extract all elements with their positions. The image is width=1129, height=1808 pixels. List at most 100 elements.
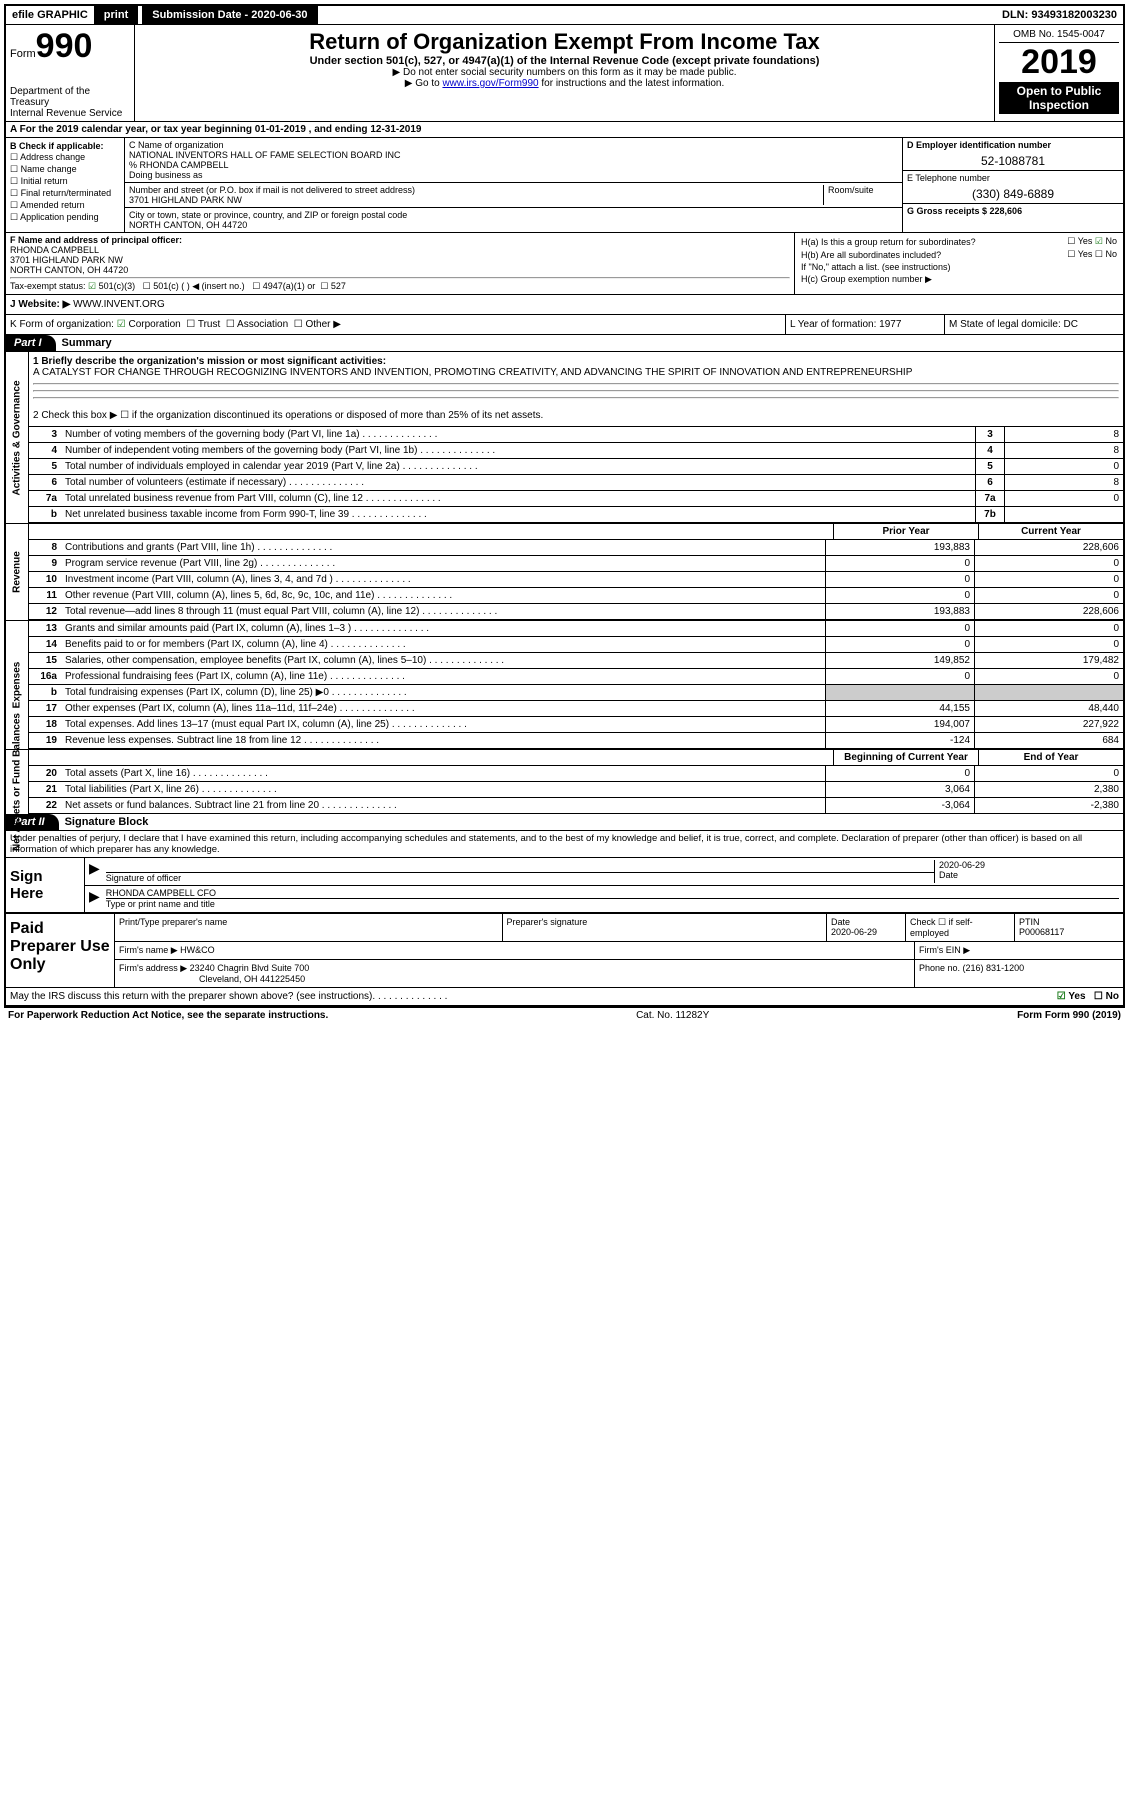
open-to-public: Open to Public Inspection xyxy=(999,82,1119,114)
line1: 1 Briefly describe the organization's mi… xyxy=(29,352,1123,408)
row-box: 7a xyxy=(975,491,1004,506)
row-klm: K Form of organization: Corporation Trus… xyxy=(6,315,1123,335)
firm-addr2: Cleveland, OH 441225450 xyxy=(119,974,305,984)
chk-501c3[interactable]: 501(c)(3) xyxy=(88,281,135,291)
part2-header: Part II Signature Block xyxy=(6,814,1123,831)
fin-row: 12 Total revenue—add lines 8 through 11 … xyxy=(29,604,1123,620)
chk-name-change[interactable]: Name change xyxy=(10,164,120,175)
row-prior: 194,007 xyxy=(825,717,974,732)
chk-amended-return[interactable]: Amended return xyxy=(10,200,120,211)
discuss-label: May the IRS discuss this return with the… xyxy=(10,991,372,1002)
chk-527[interactable]: 527 xyxy=(320,281,346,291)
tab-exp-label: Expenses xyxy=(12,662,23,709)
bottom-line: For Paperwork Reduction Act Notice, see … xyxy=(4,1008,1125,1023)
p-sig-label: Preparer's signature xyxy=(507,917,822,927)
col-h: H(a) Is this a group return for subordin… xyxy=(795,233,1123,294)
print-button[interactable]: print xyxy=(94,6,138,24)
row-num: 20 xyxy=(29,766,61,781)
row-prior: -124 xyxy=(825,733,974,748)
row-num: 17 xyxy=(29,701,61,716)
row-prior: 0 xyxy=(825,637,974,652)
row-desc: Contributions and grants (Part VIII, lin… xyxy=(61,540,825,555)
hb-no[interactable]: No xyxy=(1095,249,1117,259)
hb-note: If "No," attach a list. (see instruction… xyxy=(799,261,1119,273)
chk-address-change[interactable]: Address change xyxy=(10,152,120,163)
row-num: 15 xyxy=(29,653,61,668)
c-name: NATIONAL INVENTORS HALL OF FAME SELECTIO… xyxy=(129,150,898,160)
form-container: efile GRAPHIC print Submission Date - 20… xyxy=(4,4,1125,1008)
chk-corporation[interactable]: Corporation xyxy=(117,319,181,330)
sig-note: Under penalties of perjury, I declare th… xyxy=(6,831,1123,858)
form-subtitle: Under section 501(c), 527, or 4947(a)(1)… xyxy=(139,55,990,67)
i-label: Tax-exempt status: xyxy=(10,281,86,291)
fin-row: 13 Grants and similar amounts paid (Part… xyxy=(29,621,1123,637)
c-street: 3701 HIGHLAND PARK NW xyxy=(129,195,823,205)
c-dba-label: Doing business as xyxy=(129,170,898,180)
fin-row: 21 Total liabilities (Part X, line 26) 3… xyxy=(29,782,1123,798)
tab-net-label: Net Assets or Fund Balances xyxy=(12,713,23,851)
row-current: 228,606 xyxy=(974,604,1123,619)
row-prior: 0 xyxy=(825,572,974,587)
row-current: 684 xyxy=(974,733,1123,748)
irs-link[interactable]: www.irs.gov/Form990 xyxy=(442,78,538,89)
ha-yes[interactable]: Yes xyxy=(1067,236,1092,246)
ptin-label: PTIN xyxy=(1019,917,1119,927)
fin-row: 11 Other revenue (Part VIII, column (A),… xyxy=(29,588,1123,604)
form-title: Return of Organization Exempt From Incom… xyxy=(139,29,990,55)
part1-badge: Part I xyxy=(6,335,56,351)
fin-row: 22 Net assets or fund balances. Subtract… xyxy=(29,798,1123,814)
chk-other[interactable]: Other ▶ xyxy=(294,319,341,330)
row-current xyxy=(974,685,1123,700)
row-num: b xyxy=(29,507,61,522)
k-cell: K Form of organization: Corporation Trus… xyxy=(6,315,786,334)
form-note2: ▶ Go to www.irs.gov/Form990 for instruct… xyxy=(139,78,990,89)
fin-row: 16a Professional fundraising fees (Part … xyxy=(29,669,1123,685)
gov-row: 5 Total number of individuals employed i… xyxy=(29,459,1123,475)
chk-501c[interactable]: 501(c) ( ) ◀ (insert no.) xyxy=(143,281,245,291)
f-label: F Name and address of principal officer: xyxy=(10,235,790,245)
line2: 2 Check this box ▶ ☐ if the organization… xyxy=(29,408,1123,427)
row-desc: Program service revenue (Part VIII, line… xyxy=(61,556,825,571)
submission-date-button[interactable]: Submission Date - 2020-06-30 xyxy=(142,6,317,24)
discuss-no[interactable]: No xyxy=(1094,991,1119,1002)
row-prior: 44,155 xyxy=(825,701,974,716)
c-careof: % RHONDA CAMPBELL xyxy=(129,160,898,170)
hb-yes[interactable]: Yes xyxy=(1067,249,1092,259)
l-cell: L Year of formation: 1977 xyxy=(786,315,945,334)
section-bcd: B Check if applicable: Address change Na… xyxy=(6,138,1123,233)
chk-trust[interactable]: Trust xyxy=(186,319,220,330)
row-desc: Number of voting members of the governin… xyxy=(61,427,975,442)
chk-association[interactable]: Association xyxy=(226,319,288,330)
l1-label: 1 Briefly describe the organization's mi… xyxy=(33,356,386,367)
row-current: 48,440 xyxy=(974,701,1123,716)
row-desc: Revenue less expenses. Subtract line 18 … xyxy=(61,733,825,748)
chk-4947[interactable]: 4947(a)(1) or xyxy=(252,281,315,291)
row-num: 13 xyxy=(29,621,61,636)
c-city: NORTH CANTON, OH 44720 xyxy=(129,220,898,230)
dln-label: DLN: 93493182003230 xyxy=(996,7,1123,23)
row-num: 14 xyxy=(29,637,61,652)
row-num: 7a xyxy=(29,491,61,506)
fin-row: 14 Benefits paid to or for members (Part… xyxy=(29,637,1123,653)
row-num: 3 xyxy=(29,427,61,442)
row-desc: Total assets (Part X, line 16) xyxy=(61,766,825,781)
chk-application-pending[interactable]: Application pending xyxy=(10,212,120,223)
j-website: WWW.INVENT.ORG xyxy=(73,299,165,310)
fin-row: 17 Other expenses (Part IX, column (A), … xyxy=(29,701,1123,717)
chk-initial-return[interactable]: Initial return xyxy=(10,176,120,187)
row-num: 16a xyxy=(29,669,61,684)
firm-addr1: 23240 Chagrin Blvd Suite 700 xyxy=(190,963,310,973)
discuss-row: May the IRS discuss this return with the… xyxy=(6,988,1123,1006)
row-prior: 0 xyxy=(825,669,974,684)
row-current: 227,922 xyxy=(974,717,1123,732)
hdr-current: Current Year xyxy=(978,524,1123,539)
row-val xyxy=(1004,507,1123,522)
chk-final-return[interactable]: Final return/terminated xyxy=(10,188,120,199)
fin-row: 8 Contributions and grants (Part VIII, l… xyxy=(29,540,1123,556)
row-current: 179,482 xyxy=(974,653,1123,668)
ha-label: H(a) Is this a group return for subordin… xyxy=(799,235,1045,248)
ha-no[interactable]: No xyxy=(1095,236,1117,246)
b-label: B Check if applicable: xyxy=(10,141,120,151)
discuss-yes[interactable]: Yes xyxy=(1057,991,1086,1002)
note2-post: for instructions and the latest informat… xyxy=(539,78,725,89)
